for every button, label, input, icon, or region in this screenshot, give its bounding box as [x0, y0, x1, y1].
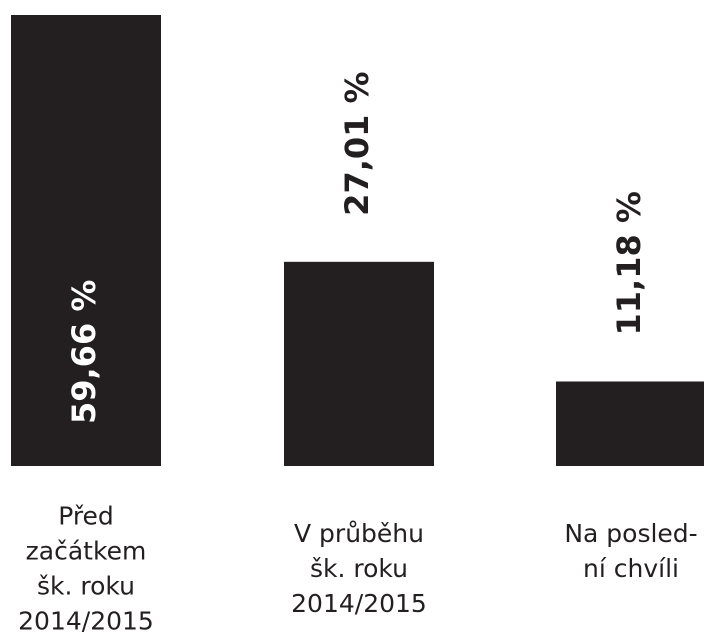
bar: [11, 15, 161, 466]
category-label: 2014/2015: [291, 589, 427, 618]
category-label: začátkem: [26, 537, 147, 566]
bar: [284, 261, 434, 466]
category-label: šk. roku: [37, 572, 135, 601]
value-label: 11,18 %: [610, 191, 648, 335]
category-label: V průběhu: [294, 519, 424, 548]
category-label: Před: [58, 502, 114, 531]
value-label: 59,66 %: [65, 280, 103, 424]
category-label: Na posled-: [564, 519, 697, 548]
category-label: šk. roku: [310, 554, 408, 583]
category-label: ní chvíli: [583, 554, 679, 583]
value-label: 27,01 %: [338, 71, 376, 215]
bar: [556, 381, 704, 466]
category-label: 2014/2015: [18, 607, 154, 636]
